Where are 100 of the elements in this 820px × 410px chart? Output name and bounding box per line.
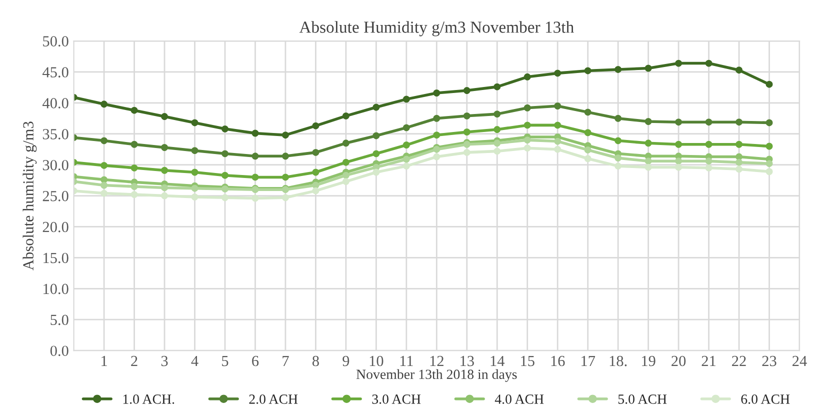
point: [705, 118, 712, 126]
chart-title: Absolute Humidity g/m3 November 13th: [299, 21, 574, 36]
point: [342, 112, 350, 120]
point: [100, 137, 108, 144]
x-tick-label: 16: [551, 356, 565, 366]
x-tick-label: 12: [430, 356, 444, 366]
point: [614, 114, 622, 122]
point: [463, 87, 470, 94]
point: [524, 122, 531, 129]
point: [614, 66, 622, 73]
x-tick-label: 14: [490, 356, 505, 366]
point: [675, 158, 682, 165]
point: [402, 142, 410, 148]
point: [614, 162, 622, 170]
x-tick-label: 2: [131, 356, 138, 366]
x-tick-label: 7: [282, 356, 289, 366]
point: [402, 156, 410, 163]
point: [191, 184, 198, 192]
point: [100, 100, 108, 108]
point: [584, 129, 592, 136]
point: [433, 114, 440, 122]
point: [433, 90, 440, 96]
y-axis-title: Absolute humidity g/m3: [22, 122, 37, 270]
point: [554, 122, 562, 129]
point: [736, 158, 742, 166]
point: [524, 136, 531, 144]
point: [554, 70, 562, 77]
y-tick-label: 35.0: [42, 129, 68, 140]
point: [161, 144, 168, 151]
point: [584, 67, 592, 74]
point: [372, 132, 380, 140]
point: [252, 130, 259, 137]
point: [342, 158, 350, 166]
point: [222, 150, 228, 158]
point: [736, 118, 742, 126]
point: [644, 164, 652, 171]
x-tick-label: 19: [642, 356, 656, 366]
point: [766, 142, 773, 150]
y-tick-label: 40.0: [42, 98, 68, 108]
point: [433, 153, 440, 160]
legend-label: 2.0 ACH: [249, 394, 298, 404]
point: [161, 184, 168, 192]
legend-label: 3.0 ACH: [372, 394, 421, 404]
point: [282, 132, 289, 139]
legend-label: 6.0 ACH: [741, 394, 790, 404]
x-tick-label: 11: [400, 356, 413, 366]
legend-label: 4.0 ACH: [494, 394, 544, 404]
y-tick-label: 15.0: [44, 252, 68, 264]
point: [644, 158, 652, 165]
point: [130, 183, 138, 190]
point: [402, 124, 410, 132]
y-tick-label: 30.0: [42, 160, 68, 170]
x-tick-label: 8: [312, 356, 319, 366]
point: [191, 147, 198, 154]
x-tick-label: 15: [521, 356, 534, 366]
point: [342, 178, 350, 186]
point: [372, 150, 380, 158]
point: [524, 73, 531, 80]
point: [100, 162, 108, 169]
point: [282, 174, 289, 181]
x-tick-label: 20: [672, 356, 686, 366]
point: [463, 112, 470, 120]
point: [191, 119, 198, 126]
x-tick-label: 21: [702, 356, 716, 366]
point: [614, 137, 622, 144]
point: [705, 158, 712, 165]
x-tick-label: 13: [460, 356, 474, 366]
point: [282, 152, 289, 160]
point: [130, 140, 138, 148]
point: [644, 64, 652, 72]
point: [494, 83, 501, 90]
point: [736, 66, 742, 74]
point: [161, 192, 168, 200]
point: [554, 138, 562, 145]
point: [766, 168, 773, 176]
point: [130, 191, 138, 198]
point: [494, 126, 501, 134]
y-tick-label: 45.0: [42, 67, 68, 78]
point: [100, 176, 108, 184]
point: [130, 164, 138, 172]
point: [554, 102, 562, 110]
point: [312, 187, 320, 194]
y-tick-label: 10.0: [44, 284, 68, 294]
y-tick-label: 50.0: [43, 36, 68, 47]
x-tick-label: 4: [191, 356, 198, 366]
x-axis-title: November 13th 2018 in days: [356, 369, 517, 382]
point: [584, 146, 592, 154]
point: [342, 140, 350, 147]
point: [402, 96, 410, 103]
legend-label: 5.0 ACH: [618, 394, 667, 404]
y-tick-label: 20.0: [42, 222, 68, 232]
y-tick-label: 25.0: [42, 190, 68, 202]
point: [463, 128, 470, 136]
point: [705, 60, 712, 67]
x-tick-label: 5: [222, 356, 228, 366]
point: [222, 125, 228, 132]
point: [402, 162, 410, 170]
point: [312, 148, 320, 156]
x-tick-label: 17: [582, 356, 596, 366]
point: [675, 140, 682, 148]
